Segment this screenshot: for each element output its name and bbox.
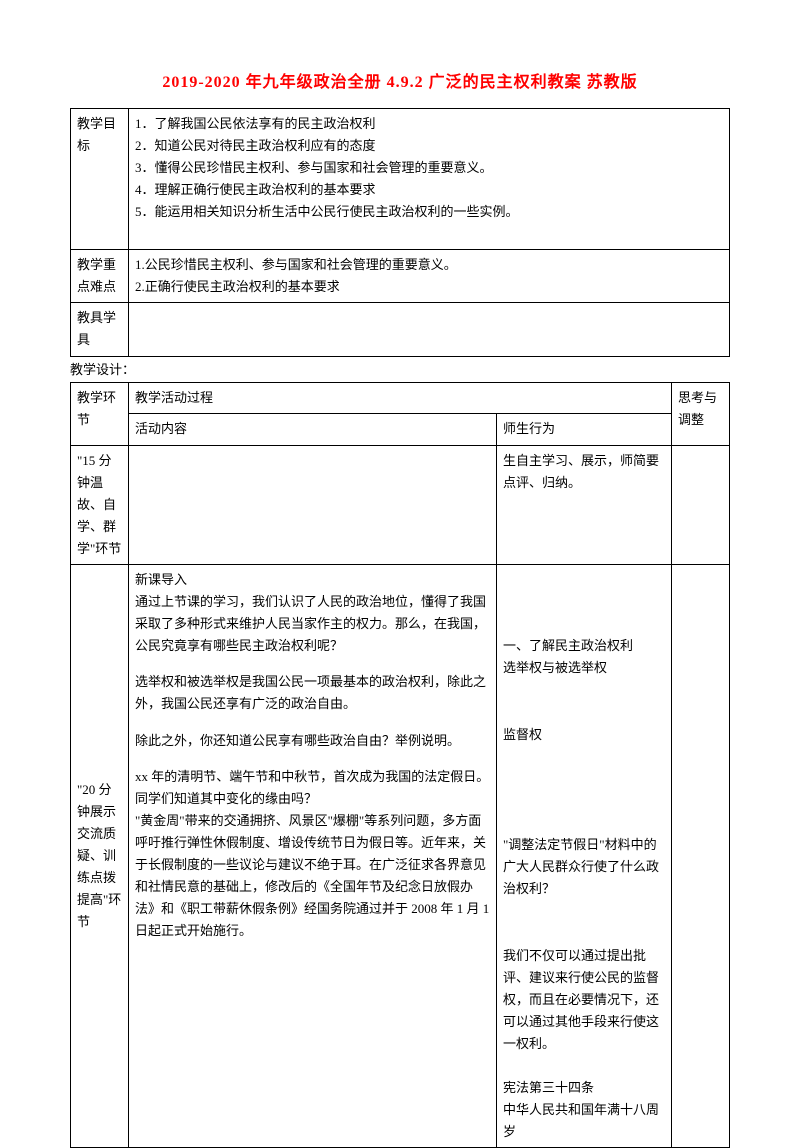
content-header: 活动内容	[129, 414, 497, 445]
b20-7: 中华人民共和国年满十八周岁	[503, 1099, 665, 1143]
goal-4: 4．理解正确行使民主政治权利的基本要求	[135, 179, 723, 201]
tool-label: 教具学具	[77, 310, 116, 347]
b20-3: 监督权	[503, 724, 665, 746]
c20-p4: 除此之外，你还知道公民享有哪些政治自由？举例说明。	[135, 730, 490, 752]
key-1: 1.公民珍惜民主权利、参与国家和社会管理的重要意义。	[135, 254, 723, 276]
c20-p1: 新课导入	[135, 569, 490, 591]
b20-2: 选举权与被选举权	[503, 657, 665, 679]
tool-content-cell	[129, 303, 730, 356]
think-header: 思考与调整	[672, 383, 730, 445]
key-label: 教学重点难点	[77, 257, 116, 294]
stage-20: "20 分钟展示交流质疑、训练点拨提高"环节	[71, 564, 129, 1147]
goal-content-cell: 1．了解我国公民依法享有的民主政治权利 2．知道公民对待民主政治权利应有的态度 …	[129, 108, 730, 250]
c20-p6: "黄金周"带来的交通拥挤、风景区"爆棚"等系列问题，多方面呼吁推行弹性休假制度、…	[135, 810, 490, 943]
key-content-cell: 1.公民珍惜民主权利、参与国家和社会管理的重要意义。 2.正确行使民主政治权利的…	[129, 250, 730, 303]
process-header: 教学活动过程	[129, 383, 672, 414]
c20-p5: xx 年的清明节、端午节和中秋节，首次成为我国的法定假日。同学们知道其中变化的缘…	[135, 766, 490, 810]
c20-p3: 选举权和被选举权是我国公民一项最基本的政治权利，除此之外，我国公民还享有广泛的政…	[135, 671, 490, 715]
behavior-20: 一、了解民主政治权利 选举权与被选举权 监督权 "调整法定节假日"材料中的广大人…	[496, 564, 671, 1147]
behavior-15: 生自主学习、展示，师简要点评、归纳。	[496, 445, 671, 564]
header-table: 教学目标 1．了解我国公民依法享有的民主政治权利 2．知道公民对待民主政治权利应…	[70, 108, 730, 357]
key-label-cell: 教学重点难点	[71, 250, 129, 303]
b20-4: "调整法定节假日"材料中的广大人民群众行使了什么政治权利？	[503, 834, 665, 900]
b20-1: 一、了解民主政治权利	[503, 635, 665, 657]
stage-15: "15 分钟温故、自学、群学"环节	[71, 445, 129, 564]
b20-6: 宪法第三十四条	[503, 1077, 665, 1099]
goal-3: 3．懂得公民珍惜民主权利、参与国家和社会管理的重要意义。	[135, 157, 723, 179]
stage-header: 教学环节	[71, 383, 129, 445]
design-label: 教学设计：	[70, 357, 730, 383]
c20-p2: 通过上节课的学习，我们认识了人民的政治地位，懂得了我国采取了多种形式来维护人民当…	[135, 591, 490, 657]
content-15	[129, 445, 497, 564]
stage-20-text: "20 分钟展示交流质疑、训练点拨提高"环节	[77, 782, 121, 930]
think-20	[672, 564, 730, 1147]
key-2: 2.正确行使民主政治权利的基本要求	[135, 276, 723, 298]
goal-label: 教学目标	[77, 113, 122, 157]
goal-2: 2．知道公民对待民主政治权利应有的态度	[135, 135, 723, 157]
design-table: 教学环节 教学活动过程 思考与调整 活动内容 师生行为 "15 分钟温故、自学、…	[70, 382, 730, 1148]
goal-5: 5．能运用相关知识分析生活中公民行使民主政治权利的一些实例。	[135, 201, 723, 223]
page-title: 2019-2020 年九年级政治全册 4.9.2 广泛的民主权利教案 苏教版	[70, 70, 730, 96]
behavior-header: 师生行为	[496, 414, 671, 445]
content-20: 新课导入 通过上节课的学习，我们认识了人民的政治地位，懂得了我国采取了多种形式来…	[129, 564, 497, 1147]
tool-label-cell: 教具学具	[71, 303, 129, 356]
b20-5: 我们不仅可以通过提出批评、建议来行使公民的监督权，而且在必要情况下，还可以通过其…	[503, 945, 665, 1055]
think-15	[672, 445, 730, 564]
goal-label-cell: 教学目标	[71, 108, 129, 250]
goal-1: 1．了解我国公民依法享有的民主政治权利	[135, 113, 723, 135]
